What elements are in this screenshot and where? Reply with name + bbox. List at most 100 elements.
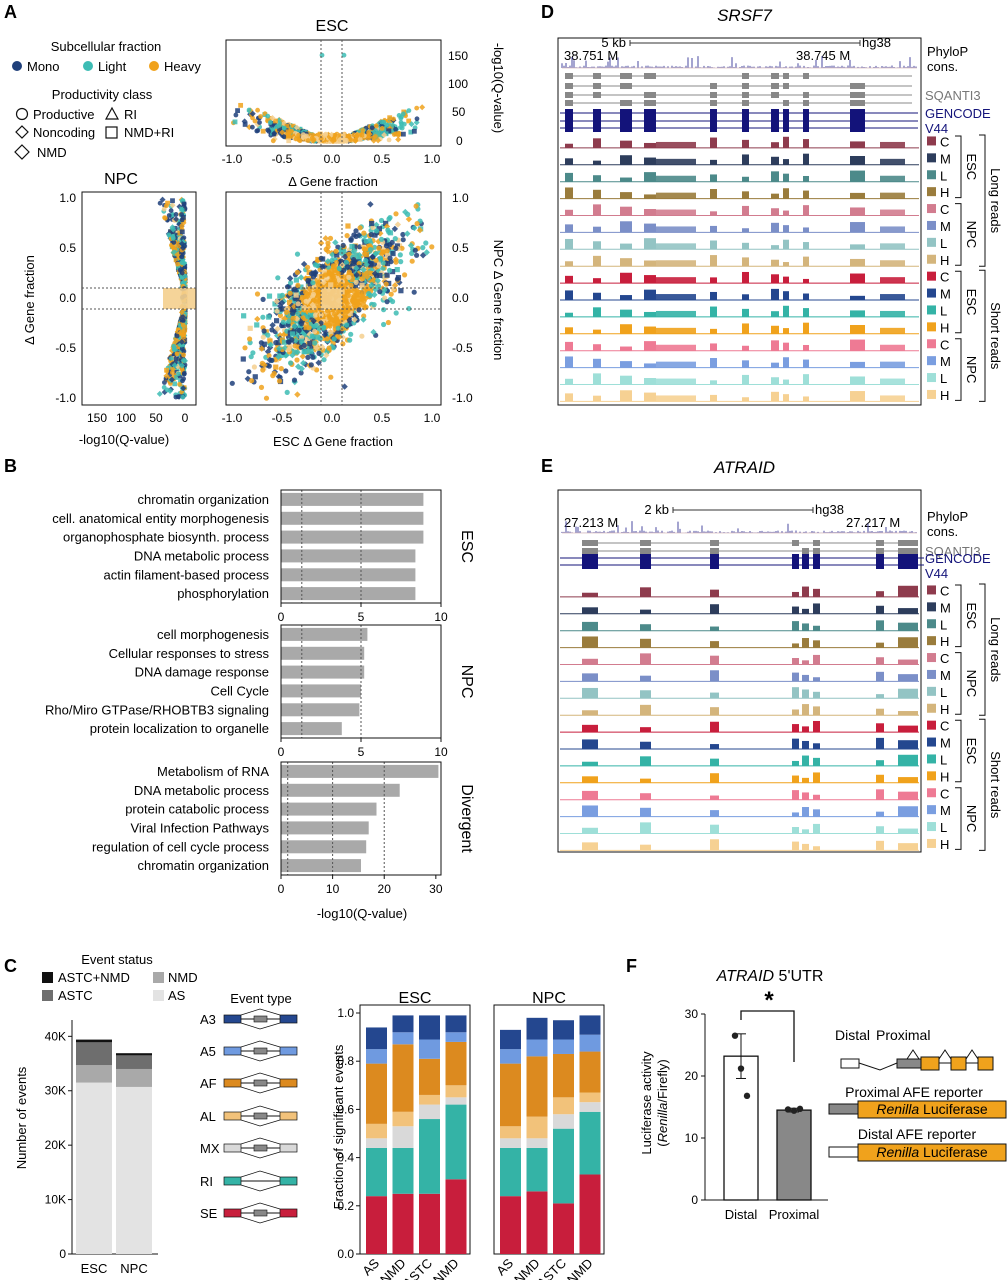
type-exon-mid [253, 1144, 268, 1152]
event-type-label: AF [200, 1076, 217, 1091]
scatter-point [348, 136, 355, 143]
fraction-bar-segment [500, 1138, 521, 1148]
scatter-point [178, 338, 185, 345]
sqanti-exon [565, 73, 573, 79]
coverage-peak [620, 140, 632, 148]
fraction-bar-segment [526, 1017, 548, 1040]
scatter-point [365, 288, 371, 294]
scatter-point [174, 333, 180, 339]
type-splice [240, 1072, 281, 1080]
gencode-exon [710, 124, 717, 132]
scatter-point [381, 131, 388, 138]
coverage-peak [640, 807, 651, 817]
count-bar-segment [76, 1042, 112, 1066]
type-exon [279, 1176, 298, 1186]
scatter-point [269, 321, 276, 329]
diagram-distal-label: Distal [835, 1027, 870, 1043]
scatter-point [335, 244, 341, 250]
fraction-bar-segment [445, 1097, 467, 1105]
assembly-label: hg38 [862, 35, 891, 50]
scatter-point [286, 318, 292, 324]
coverage-peak [644, 275, 656, 284]
scatter-point [381, 307, 387, 313]
scatter-point [353, 228, 359, 234]
scatter-point [172, 225, 178, 231]
scatter-point [399, 245, 405, 251]
type-splice [240, 1022, 281, 1030]
luciferase-bar [723, 1055, 759, 1201]
scatter-point [306, 269, 312, 275]
coverage-peak [742, 257, 749, 267]
gencode-exon [620, 109, 632, 117]
scatter-point [384, 122, 391, 129]
scatter-point [380, 249, 386, 255]
fraction-bar-segment [366, 1027, 387, 1050]
tick-label: 10 [685, 1131, 699, 1145]
coverage-peak [742, 176, 749, 182]
scatter-point [179, 270, 185, 276]
scatter-point [250, 124, 255, 130]
coverage-peak [593, 329, 601, 334]
track-letter: L [940, 371, 947, 386]
f-y-label-open: ( [655, 1142, 670, 1147]
coverage-peak [850, 273, 865, 284]
go-term-label: chromatin organization [137, 858, 269, 873]
f-title: ATRAID 5'UTR [716, 968, 824, 985]
coverage-peak [565, 290, 573, 300]
scatter-point [315, 293, 323, 300]
scatter-point [351, 257, 357, 263]
scatter-point [181, 243, 188, 250]
type-exon [279, 1078, 298, 1088]
coverage-peak [771, 222, 779, 233]
scatter-point [279, 292, 285, 298]
scatter-point [327, 235, 334, 241]
main-scatter-points [229, 201, 435, 401]
track-color-swatch [927, 187, 936, 197]
track-color-swatch [927, 136, 936, 146]
coverage-peak [640, 756, 651, 766]
scatter-point [181, 352, 187, 358]
phylop-label: PhyloP [927, 509, 968, 524]
scatter-point [349, 243, 355, 250]
scatter-point [255, 107, 260, 113]
fraction-bar-segment [366, 1196, 387, 1254]
tick-label: -1.0 [222, 152, 243, 166]
track-color-swatch [927, 703, 936, 713]
scatter-point [174, 251, 181, 258]
type-splice [240, 1119, 281, 1127]
coverage-peak [783, 159, 789, 165]
scatter-point [377, 272, 383, 279]
coverage-peak [656, 141, 696, 148]
coverage-peak [742, 345, 749, 351]
scatter-point [248, 354, 254, 360]
scatter-point [394, 221, 402, 228]
coverage-peak [792, 812, 799, 817]
scatter-point [383, 281, 389, 287]
coverage-peak [710, 255, 717, 267]
scatter-point [254, 315, 261, 323]
type-exon [223, 1078, 242, 1088]
scatter-point [356, 307, 362, 313]
tick-label: 1.0 [337, 1006, 354, 1020]
scatter-point [369, 220, 375, 227]
coverage-peak [880, 243, 905, 250]
coverage-peak [640, 822, 651, 834]
gencode-exon [565, 117, 573, 125]
sqanti-exon [771, 83, 779, 89]
scatter-point [408, 121, 415, 128]
scatter-point [165, 200, 170, 206]
fraction-bar-segment [366, 1147, 387, 1197]
gencode-exon [803, 124, 809, 132]
sqanti-exon [898, 540, 918, 546]
left-plot-frame [81, 191, 197, 406]
scatter-point [278, 299, 286, 307]
type-exon [279, 1208, 298, 1218]
tick-label: 0.5 [59, 241, 76, 255]
scatter-point [387, 115, 393, 121]
scatter-point [419, 104, 426, 111]
coverage-peak [880, 294, 905, 300]
type-exon-mid [253, 1015, 268, 1023]
scatter-point [334, 275, 340, 281]
coverage-peak [742, 139, 749, 148]
